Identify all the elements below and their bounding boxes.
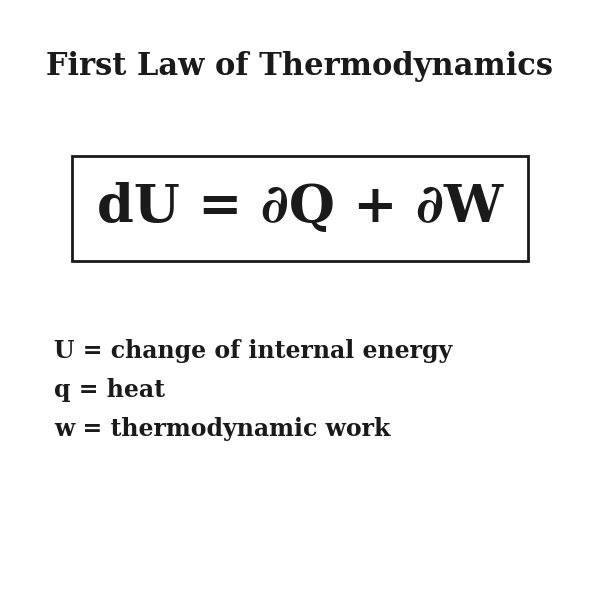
Text: dU = ∂Q + ∂W: dU = ∂Q + ∂W: [97, 181, 503, 232]
Text: U = change of internal energy: U = change of internal energy: [54, 339, 452, 363]
Text: First Law of Thermodynamics: First Law of Thermodynamics: [47, 50, 554, 82]
Text: q = heat: q = heat: [54, 378, 165, 402]
Text: w = thermodynamic work: w = thermodynamic work: [54, 417, 391, 441]
FancyBboxPatch shape: [72, 156, 528, 261]
